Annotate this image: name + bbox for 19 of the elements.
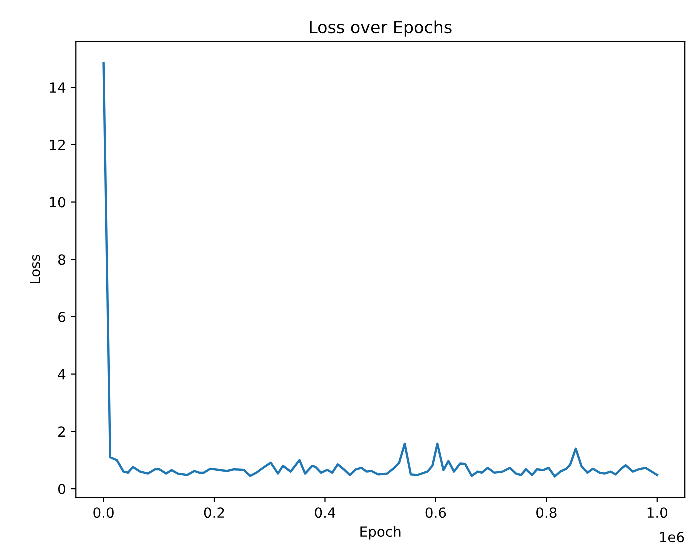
y-tick-label: 6 [58,312,66,322]
x-tick-label: 0.0 [94,508,114,518]
y-tick-label: 2 [58,426,66,437]
x-tick-label: 0.6 [426,508,446,518]
y-axis-title: Loss [30,255,40,284]
x-tick-label: 0.2 [204,508,224,518]
y-tick-label: 0 [58,484,66,494]
y-tick-label: 14 [50,82,66,93]
x-axis-title: Epoch [360,526,401,540]
x-tick-label: 0.4 [315,508,336,518]
y-tick-label: 8 [58,254,66,266]
line-series [102,62,659,478]
text: 1e6 [660,532,684,543]
x-tick-label: 0.8 [536,508,557,518]
y-tick-label: 4 [58,369,66,380]
x-tick-label: 1.0 [648,508,668,518]
chart-title: Loss over Epochs [310,20,452,37]
y-tick-label: 10 [50,197,66,208]
y-tick-label: 12 [50,140,66,150]
